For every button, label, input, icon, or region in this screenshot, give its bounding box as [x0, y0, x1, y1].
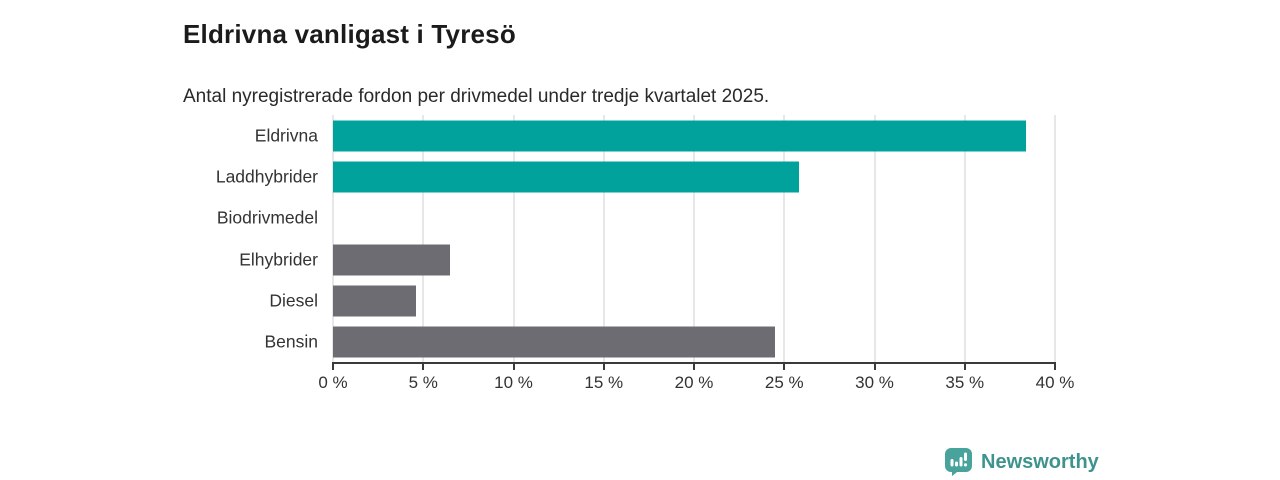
x-tick-label: 15 % [584, 373, 624, 392]
bar-laddhybrider [333, 161, 799, 193]
x-axis-tick [422, 364, 425, 370]
x-axis-tick [783, 364, 786, 370]
category-label-bensin: Bensin [264, 331, 318, 352]
gridline [422, 115, 425, 363]
x-tick-label: 20 % [674, 373, 714, 392]
gridline [1054, 115, 1056, 363]
gridline [693, 115, 695, 363]
category-label-laddhybrider: Laddhybrider [215, 166, 318, 187]
bar-elhybrider [333, 244, 451, 276]
gridline [602, 115, 605, 363]
gridline [963, 115, 966, 363]
category-label-eldrivna: Eldrivna [254, 125, 318, 146]
gridline [512, 115, 515, 363]
category-label-elhybrider: Elhybrider [239, 249, 318, 270]
bar-eldrivna [333, 120, 1027, 152]
x-axis-tick [332, 364, 334, 370]
category-label-biodrivmedel: Biodrivmedel [216, 207, 318, 228]
gridline [332, 115, 334, 363]
chart-title: Eldrivna vanligast i Tyresö [183, 19, 516, 50]
bar-bensin [333, 326, 776, 358]
x-tick-label: 35 % [945, 373, 985, 392]
x-axis-tick [873, 364, 876, 370]
x-axis-tick [1054, 364, 1056, 370]
x-tick-label: 0 % [318, 373, 348, 392]
x-tick-label: 5 % [408, 373, 438, 392]
x-axis-tick [963, 364, 966, 370]
bar-chart-speech-bubble-icon [944, 447, 973, 477]
x-tick-label: 40 % [1035, 373, 1075, 392]
x-axis-tick [512, 364, 515, 370]
x-tick-label: 30 % [855, 373, 894, 392]
bar-diesel [333, 285, 417, 317]
x-tick-label: 25 % [764, 373, 804, 392]
chart-subtitle: Antal nyregistrerade fordon per drivmede… [183, 86, 770, 107]
x-axis-tick [602, 364, 605, 370]
gridline [783, 115, 786, 363]
x-axis-tick [693, 364, 695, 370]
gridline [873, 115, 876, 363]
x-tick-label: 10 % [494, 373, 533, 392]
brand-name: Newsworthy [981, 450, 1099, 473]
newsworthy-logo[interactable]: Newsworthy [944, 447, 1099, 477]
category-label-diesel: Diesel [269, 290, 318, 311]
x-axis-line [332, 362, 1056, 364]
plot-area [332, 115, 1056, 363]
